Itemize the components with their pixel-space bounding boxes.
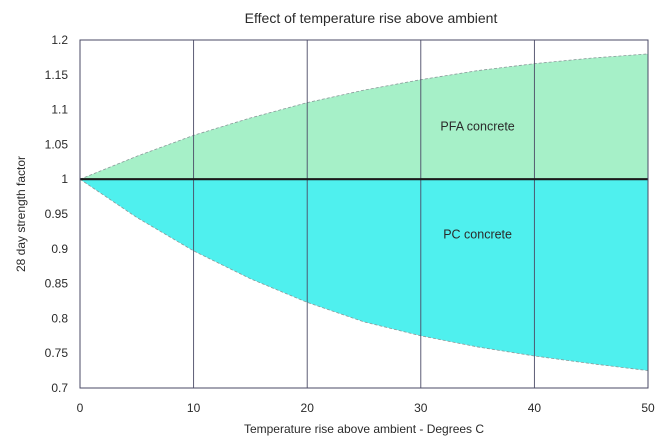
x-tick-labels: 0 10 20 30 40 50 — [77, 401, 655, 415]
plot-frame — [79, 39, 649, 389]
region-labels: PFA concrete PC concrete — [440, 119, 514, 241]
chart-title: Effect of temperature rise above ambient — [245, 10, 498, 26]
curve-pfa-concrete — [79, 53, 649, 180]
x-tick-label: 50 — [641, 401, 655, 415]
y-tick-label: 1 — [61, 172, 68, 186]
y-tick-labels: 0.7 0.75 0.8 0.85 0.9 0.95 1 1.05 1.1 1.15 1.2 — [45, 33, 69, 395]
curve-pc-concrete — [79, 178, 649, 371]
y-tick-label: 1.15 — [45, 68, 69, 82]
y-tick-label: 0.9 — [51, 242, 68, 256]
area-pfa-concrete — [80, 53, 648, 180]
region-label-pfa-concrete: PFA concrete — [440, 119, 514, 133]
chart-grid — [193, 40, 535, 388]
y-tick-label: 0.95 — [45, 207, 69, 221]
x-tick-label: 10 — [187, 401, 201, 415]
y-tick-label: 1.1 — [51, 103, 68, 117]
y-axis-label: 28 day strength factor — [14, 156, 28, 272]
y-tick-label: 1.2 — [51, 33, 68, 47]
x-tick-label: 40 — [528, 401, 542, 415]
y-tick-label: 1.05 — [45, 137, 69, 151]
area-pc-concrete — [80, 179, 648, 371]
y-tick-label: 0.75 — [45, 346, 69, 360]
chart-areas — [79, 53, 649, 371]
y-tick-label: 0.7 — [51, 381, 68, 395]
x-tick-label: 20 — [301, 401, 315, 415]
y-tick-label: 0.85 — [45, 277, 69, 291]
x-tick-label: 30 — [414, 401, 428, 415]
x-axis-label: Temperature rise above ambient - Degrees… — [244, 422, 484, 436]
x-tick-label: 0 — [77, 401, 84, 415]
y-tick-label: 0.8 — [51, 311, 68, 325]
region-label-pc-concrete: PC concrete — [443, 227, 512, 241]
